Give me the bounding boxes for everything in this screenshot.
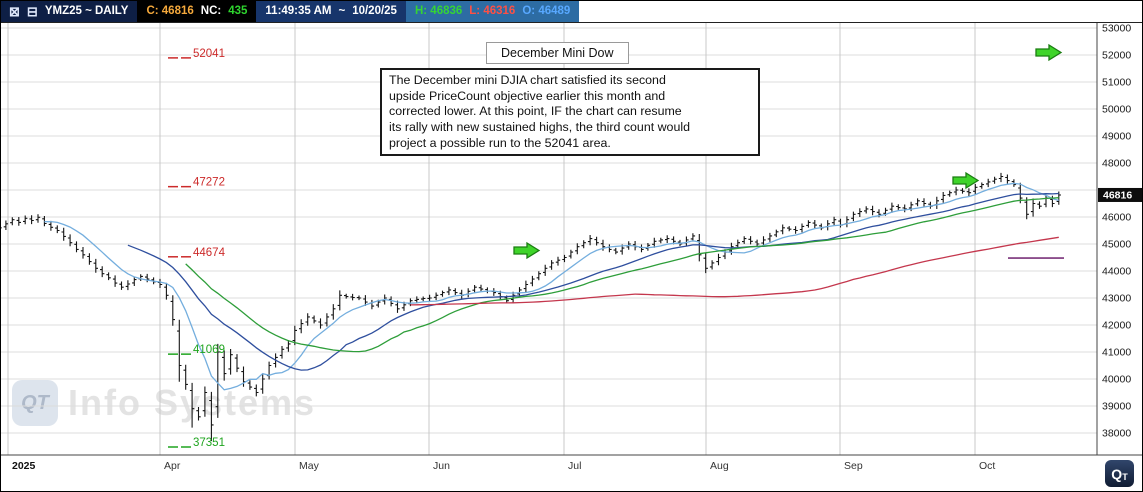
svg-text:May: May <box>299 460 320 472</box>
upside-pricecount-label: 52041 <box>168 48 225 60</box>
upside-pricecount-label: 47272 <box>168 177 225 189</box>
tilde-separator: ~ <box>338 5 346 17</box>
svg-text:Jul: Jul <box>568 460 581 472</box>
svg-text:45000: 45000 <box>1102 239 1131 251</box>
qt-watermark-logo-icon: QT <box>12 380 58 426</box>
svg-text:52000: 52000 <box>1102 50 1131 62</box>
price-bars <box>0 172 1061 442</box>
analyst-note-text: The December mini DJIA chart satisfied i… <box>389 73 690 150</box>
green-arrow-icon <box>513 241 541 260</box>
last-price-value: 46816 <box>161 5 194 17</box>
gridlines <box>0 22 1097 455</box>
net-change-value: 435 <box>228 5 248 17</box>
qt-logo: Q T <box>1105 460 1134 487</box>
svg-text:44674: 44674 <box>193 247 226 259</box>
green-arrow-icon <box>1035 43 1063 62</box>
svg-text:Aug: Aug <box>710 460 729 472</box>
plot-frame <box>0 22 1143 456</box>
svg-text:Jun: Jun <box>433 460 450 472</box>
svg-text:52041: 52041 <box>193 48 225 60</box>
minimize-window-icon[interactable]: ⊟ <box>26 3 38 19</box>
upside-pricecount-label: 44674 <box>168 247 226 259</box>
quote-date: 10/20/25 <box>352 5 397 17</box>
symbol-segment: ⊠ ⊟ YMZ25 ~ DAILY <box>0 0 138 22</box>
svg-text:Sep: Sep <box>844 460 863 472</box>
y-axis-labels: 53000 52000 51000 50000 49000 48000 46000 45000… <box>1102 23 1131 440</box>
svg-text:Apr: Apr <box>164 460 181 472</box>
svg-text:41000: 41000 <box>1102 347 1131 359</box>
moving-average-100 <box>410 236 1059 306</box>
moving-average-30 <box>185 197 1059 353</box>
watermark: QT Info Systems <box>12 380 316 426</box>
svg-text:Oct: Oct <box>979 460 995 472</box>
symbol-label: YMZ25 ~ DAILY <box>44 5 129 17</box>
chart-title-box: December Mini Dow <box>486 42 629 64</box>
quote-toolbar: ⊠ ⊟ YMZ25 ~ DAILY C: 46816 NC: 435 11:49… <box>0 0 1143 23</box>
time-date-segment: 11:49:35 AM ~ 10/20/25 <box>256 0 406 22</box>
svg-text:46000: 46000 <box>1102 212 1131 224</box>
session-high: H: 46836 <box>414 5 463 17</box>
svg-text:44000: 44000 <box>1102 266 1131 278</box>
green-arrow-icon <box>952 171 980 190</box>
x-axis-labels: 2025 Apr May Jun Jul Aug Sep Oct <box>12 460 995 472</box>
svg-text:40000: 40000 <box>1102 374 1131 386</box>
last-price-label: C: 46816 <box>146 5 194 17</box>
downside-pricecount-label: 37351 <box>168 437 225 449</box>
svg-text:43000: 43000 <box>1102 293 1131 305</box>
svg-text:47272: 47272 <box>193 177 225 189</box>
chart-title: December Mini Dow <box>501 46 614 60</box>
svg-text:38000: 38000 <box>1102 428 1131 440</box>
svg-text:48000: 48000 <box>1102 158 1131 170</box>
session-low: L: 46316 <box>469 5 516 17</box>
svg-text:46816: 46816 <box>1103 189 1132 201</box>
quote-time: 11:49:35 AM <box>265 5 332 17</box>
svg-text:42000: 42000 <box>1102 320 1131 332</box>
svg-text:41069: 41069 <box>193 344 225 356</box>
svg-text:37351: 37351 <box>193 437 225 449</box>
svg-text:50000: 50000 <box>1102 104 1131 116</box>
qt-logo-t: T <box>1122 471 1128 482</box>
session-high-value: 46836 <box>430 5 463 17</box>
session-open-value: 46489 <box>538 5 571 17</box>
high-low-open-segment: H: 46836 L: 46316 O: 46489 <box>405 0 580 22</box>
qt-logo-q: Q <box>1111 465 1123 482</box>
svg-text:53000: 53000 <box>1102 23 1131 35</box>
svg-text:49000: 49000 <box>1102 131 1131 143</box>
svg-text:51000: 51000 <box>1102 77 1131 89</box>
session-low-value: 46316 <box>483 5 516 17</box>
moving-average-8 <box>44 182 1059 391</box>
close-window-icon[interactable]: ⊠ <box>9 3 20 19</box>
session-open: O: 46489 <box>522 5 571 17</box>
moving-average-21 <box>127 192 1059 371</box>
current-price-tag: 46816 <box>1098 187 1143 202</box>
svg-text:2025: 2025 <box>12 460 36 472</box>
downside-pricecount-label: 41069 <box>168 344 225 356</box>
watermark-logo-text: QT <box>21 391 49 414</box>
analyst-note-box: The December mini DJIA chart satisfied i… <box>380 68 760 157</box>
watermark-text: Info Systems <box>68 382 317 423</box>
net-change-label: NC: <box>200 5 222 17</box>
svg-text:39000: 39000 <box>1102 401 1131 413</box>
close-netchange-segment: C: 46816 NC: 435 <box>137 0 257 22</box>
